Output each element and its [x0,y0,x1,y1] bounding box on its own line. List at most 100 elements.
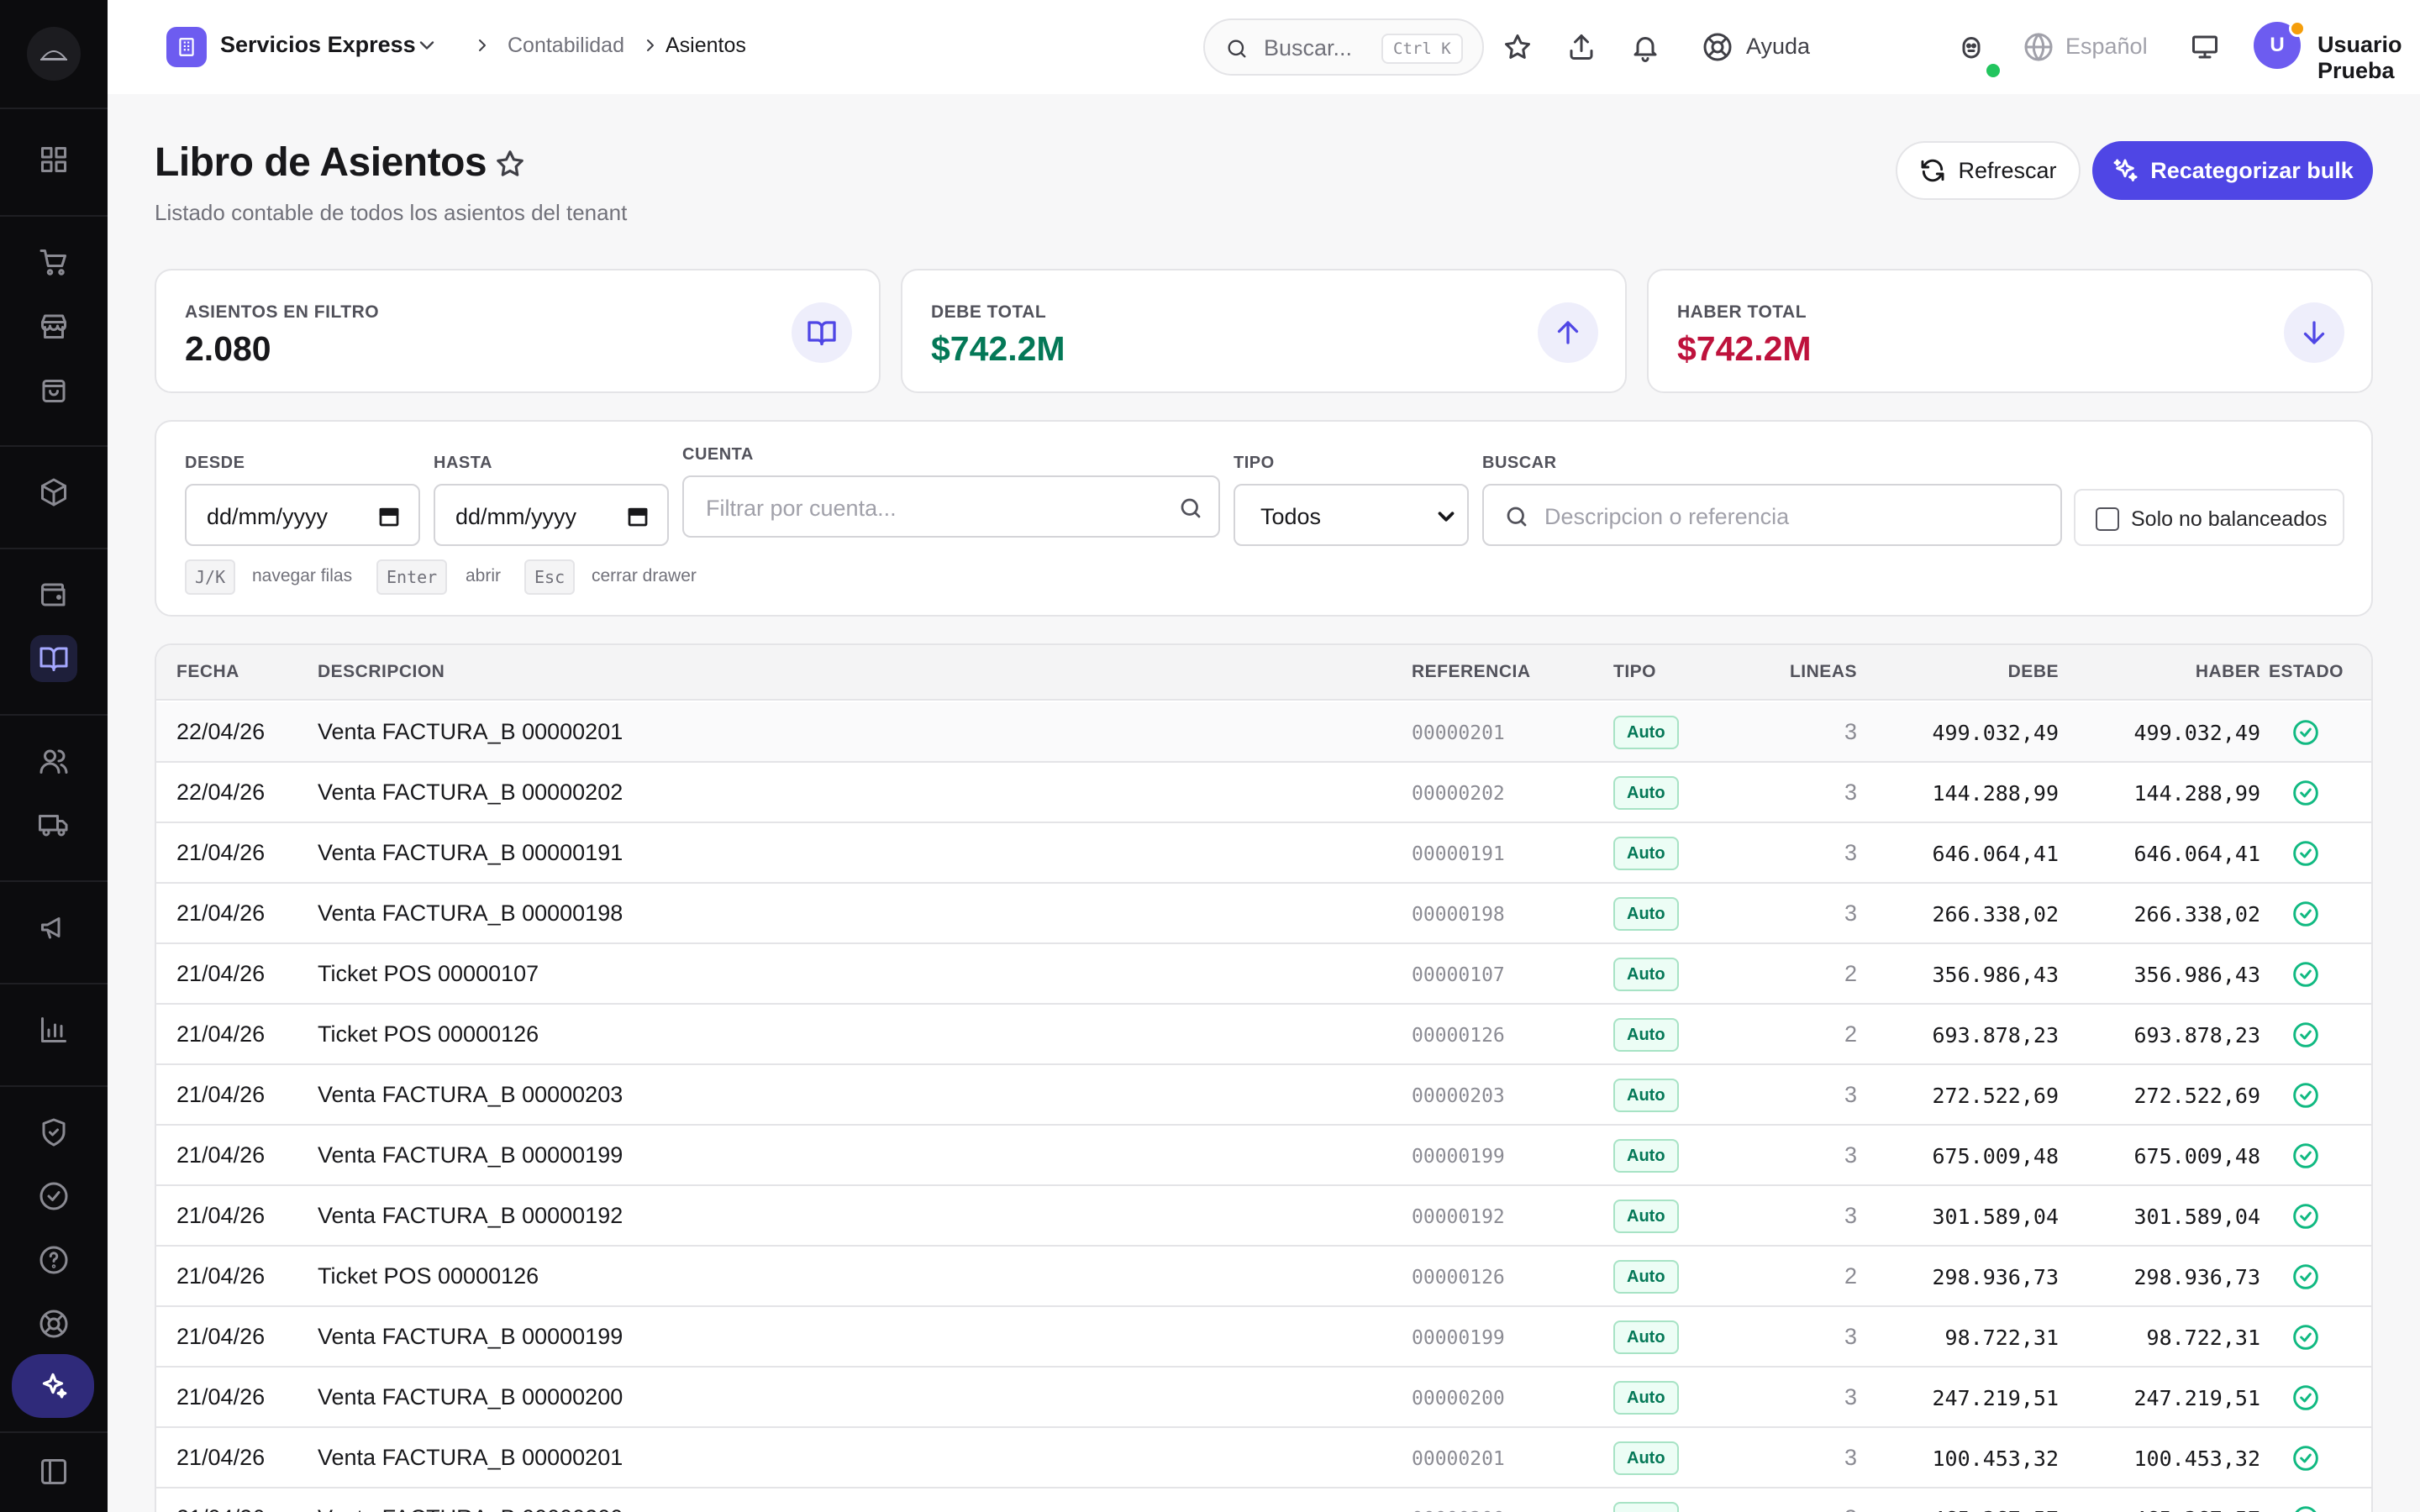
col-estado[interactable]: ESTADO [2269,662,2344,681]
tenant-switcher-icon[interactable] [166,27,207,67]
refresh-button[interactable]: Refrescar [1896,141,2081,200]
bot-icon[interactable] [1956,32,1986,62]
cell-fecha: 21/04/26 [176,1384,266,1410]
monitor-icon[interactable] [2190,32,2220,62]
cell-fecha: 21/04/26 [176,1203,266,1228]
table-row[interactable]: 21/04/26 Ticket POS 00000126 00000126 Auto 2… [156,1005,2371,1065]
shortcut-hint: abrir [466,566,502,585]
cell-fecha: 21/04/26 [176,900,266,926]
star-icon[interactable] [1502,32,1533,62]
table-row[interactable]: 21/04/26 Venta FACTURA_B 00000199 00000199… [156,1126,2371,1186]
sidebar-item-dashboard[interactable] [30,136,77,183]
check-circle-icon [39,1182,68,1210]
chevron-down-icon [1434,504,1459,529]
sidebar-divider [0,1431,108,1433]
sidebar-item-tasks[interactable] [30,1173,77,1220]
sidebar-item-inventory[interactable] [30,469,77,516]
buscar-input[interactable]: Descripcion o referencia [1482,484,2062,546]
cell-debe: 499.032,49 [1932,721,2059,745]
check-circle-icon [2292,780,2319,806]
col-fecha[interactable]: FECHA [176,662,239,681]
table-row[interactable]: 21/04/26 Venta FACTURA_B 00000191 00000191… [156,823,2371,884]
sidebar-divider [0,445,108,447]
table-row[interactable]: 21/04/26 Venta FACTURA_B 00000199 00000199… [156,1307,2371,1368]
stat-card-asientos: ASIENTOS EN FILTRO 2.080 [155,269,881,393]
table-row[interactable]: 22/04/26 Venta FACTURA_B 00000201 00000201… [156,702,2371,763]
col-referencia[interactable]: REFERENCIA [1412,662,1531,681]
cell-debe: 298.936,73 [1932,1265,2059,1289]
cell-debe: 144.288,99 [1932,781,2059,806]
tipo-badge: Auto [1613,1502,1679,1512]
table-row[interactable]: 21/04/26 Venta FACTURA_B 00000200 00000200… [156,1488,2371,1512]
col-debe[interactable]: DEBE [2007,662,2059,681]
table-row[interactable]: 21/04/26 Ticket POS 00000107 00000107 Auto 2… [156,944,2371,1005]
col-lineas[interactable]: LINEAS [1789,662,1857,681]
table-row[interactable]: 21/04/26 Venta FACTURA_B 00000203 00000203… [156,1065,2371,1126]
dashboard-icon [41,147,66,172]
bell-icon[interactable] [1630,32,1660,62]
cell-descripcion: Venta FACTURA_B 00000199 [318,1324,623,1349]
col-haber[interactable]: HABER [2195,662,2260,681]
cell-referencia: 00000199 [1412,1146,1505,1168]
table-row[interactable]: 21/04/26 Venta FACTURA_B 00000192 00000192… [156,1186,2371,1247]
sidebar-item-accounting[interactable] [30,635,77,682]
tipo-select[interactable]: Todos [1234,484,1469,546]
tenant-name[interactable]: Servicios Express [220,32,416,57]
desde-label: DESDE [185,454,245,472]
globe-icon[interactable] [2023,32,2054,62]
table-row[interactable]: 21/04/26 Venta FACTURA_B 00000201 00000201… [156,1428,2371,1488]
sidebar-item-support[interactable] [30,1300,77,1347]
language-selector[interactable]: Español [2065,34,2148,59]
col-descripcion[interactable]: DESCRIPCION [318,662,445,681]
sidebar-item-help[interactable] [30,1236,77,1284]
breadcrumb-contabilidad[interactable]: Contabilidad [508,34,624,57]
sidebar-item-reports[interactable] [30,1006,77,1053]
cell-debe: 272.522,69 [1932,1084,2059,1108]
panel-left-icon [41,1459,66,1484]
global-search[interactable]: Buscar... Ctrl K [1203,18,1484,76]
search-icon [1178,496,1203,521]
favorite-star-icon[interactable] [494,148,526,180]
cell-haber: 675.009,48 [2133,1144,2260,1168]
col-tipo[interactable]: TIPO [1613,662,1657,681]
shortcut-key: Esc [524,559,576,595]
sidebar-ai-assistant[interactable] [12,1354,94,1418]
cell-lineas: 3 [1844,900,1857,926]
user-name[interactable]: Usuario Prueba [2317,32,2402,83]
sidebar-item-marketing[interactable] [30,904,77,951]
sidebar-item-purchases[interactable] [30,366,77,413]
app-logo[interactable] [27,27,81,81]
cuenta-label: CUENTA [682,445,754,464]
chevron-down-icon[interactable] [415,34,439,57]
help-link[interactable]: Ayuda [1746,34,1811,59]
unbalanced-checkbox[interactable] [2096,507,2119,531]
calendar-icon[interactable] [376,504,402,529]
sidebar-item-customers[interactable] [30,738,77,785]
sidebar-item-wallet[interactable] [30,571,77,618]
cuenta-filter-input[interactable]: Filtrar por cuenta... [682,475,1220,538]
unbalanced-toggle[interactable]: Solo no balanceados [2074,489,2344,546]
hasta-date-input[interactable]: dd/mm/yyyy [434,484,669,546]
calendar-icon[interactable] [625,504,650,529]
cell-debe: 356.986,43 [1932,963,2059,987]
search-shortcut: Ctrl K [1381,34,1463,64]
table-row[interactable]: 22/04/26 Venta FACTURA_B 00000202 00000202… [156,763,2371,823]
table-row[interactable]: 21/04/26 Venta FACTURA_B 00000198 00000198… [156,884,2371,944]
sidebar-item-store[interactable] [30,302,77,349]
cell-debe: 693.878,23 [1932,1023,2059,1047]
sidebar-item-security[interactable] [30,1109,77,1156]
cell-lineas: 3 [1844,1324,1857,1349]
help-buoy-icon[interactable] [1702,32,1733,62]
sidebar-item-sales[interactable] [30,239,77,286]
upload-icon[interactable] [1566,32,1597,62]
sidebar-collapse-button[interactable] [30,1448,77,1495]
table-row[interactable]: 21/04/26 Venta FACTURA_B 00000200 00000200… [156,1368,2371,1428]
table-row[interactable]: 21/04/26 Ticket POS 00000126 00000126 Auto 2… [156,1247,2371,1307]
cell-haber: 693.878,23 [2133,1023,2260,1047]
desde-date-input[interactable]: dd/mm/yyyy [185,484,420,546]
sidebar-item-shipping[interactable] [30,801,77,848]
recategorize-bulk-button[interactable]: Recategorizar bulk [2092,141,2373,200]
cell-descripcion: Venta FACTURA_B 00000198 [318,900,623,926]
stat-value: 2.080 [185,329,271,368]
book-icon [792,302,852,363]
